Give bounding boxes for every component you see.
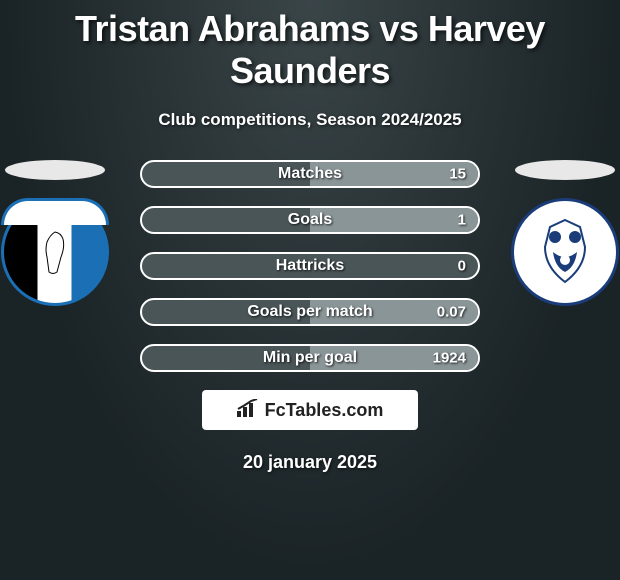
brand-text: FcTables.com xyxy=(265,400,384,421)
stat-label: Matches xyxy=(278,165,342,183)
stat-row: Min per goal 1924 xyxy=(140,344,480,372)
date-label: 20 january 2025 xyxy=(0,452,620,473)
stat-fill-right xyxy=(310,208,478,232)
page-title: Tristan Abrahams vs Harvey Saunders xyxy=(0,0,620,92)
brand-box: FcTables.com xyxy=(202,390,418,430)
player-right xyxy=(510,160,620,306)
player-silhouette-right xyxy=(515,160,615,180)
chart-icon xyxy=(237,399,259,422)
club-badge-left xyxy=(1,198,109,306)
stat-label: Hattricks xyxy=(276,257,344,275)
stat-label: Min per goal xyxy=(263,349,357,367)
stat-value-right: 15 xyxy=(449,166,466,183)
comparison-content: Matches 15 Goals 1 Hattricks 0 Goals per match… xyxy=(0,160,620,473)
stat-row: Goals per match 0.07 xyxy=(140,298,480,326)
horse-icon xyxy=(35,227,75,277)
player-left xyxy=(0,160,110,306)
stats-container: Matches 15 Goals 1 Hattricks 0 Goals per match… xyxy=(140,160,480,372)
stat-value-right: 1924 xyxy=(433,350,466,367)
lion-crest-icon xyxy=(525,212,605,292)
stat-label: Goals xyxy=(288,211,332,229)
stat-label: Goals per match xyxy=(247,303,372,321)
stat-row: Goals 1 xyxy=(140,206,480,234)
stat-row: Matches 15 xyxy=(140,160,480,188)
stat-value-right: 1 xyxy=(458,212,466,229)
player-silhouette-left xyxy=(5,160,105,180)
club-badge-right xyxy=(511,198,619,306)
stat-row: Hattricks 0 xyxy=(140,252,480,280)
stat-value-right: 0.07 xyxy=(437,304,466,321)
subtitle: Club competitions, Season 2024/2025 xyxy=(0,110,620,130)
stat-value-right: 0 xyxy=(458,258,466,275)
